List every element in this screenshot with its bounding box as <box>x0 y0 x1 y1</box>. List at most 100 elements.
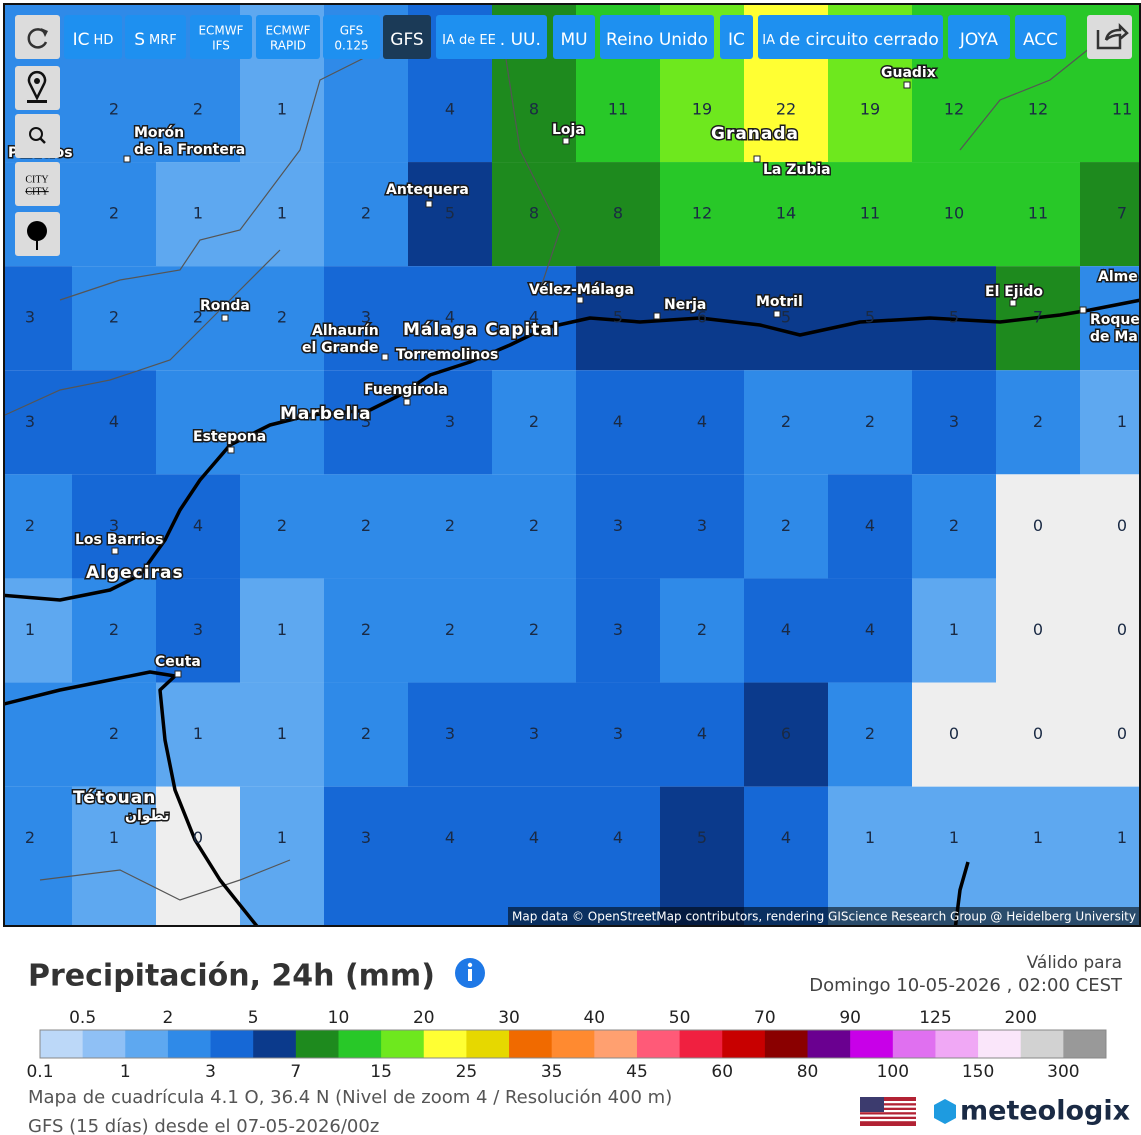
button-bg <box>948 15 1010 59</box>
grid-value: 2 <box>109 620 119 639</box>
sidebar: CITY CITY <box>15 66 60 256</box>
grid-cell <box>744 266 828 371</box>
logo[interactable]: meteologix <box>960 1096 1130 1127</box>
city-label: Tétouan <box>73 788 156 808</box>
model-button[interactable]: IA de circuito cerrado <box>758 15 943 59</box>
grid-cell <box>156 370 240 475</box>
refresh-button[interactable] <box>15 15 60 59</box>
legend-label: 125 <box>919 1008 951 1028</box>
model-button[interactable]: S MRF <box>125 15 186 59</box>
model-button[interactable]: ACC <box>1015 15 1066 59</box>
grid-cell <box>912 578 996 683</box>
grid-cell <box>492 682 576 787</box>
model-button[interactable]: IC <box>720 15 753 59</box>
grid-cell <box>324 266 408 371</box>
grid-value: 0 <box>1033 620 1043 639</box>
model-button[interactable]: GFS <box>383 15 431 59</box>
city-label: Fuengirola <box>364 382 448 398</box>
grid-value: 14 <box>776 204 796 223</box>
button-label: IA de circuito cerrado <box>762 30 938 50</box>
city-label: Guadix <box>881 65 936 81</box>
model-button[interactable]: IC HD <box>64 15 122 59</box>
grid-cell <box>408 370 492 475</box>
grid-cell <box>72 162 156 267</box>
legend-swatch <box>210 1030 254 1058</box>
grid-value: 7 <box>1117 204 1127 223</box>
legend-label: 30 <box>498 1008 520 1028</box>
grid-cell <box>912 786 996 926</box>
grid-value: 6 <box>697 308 707 327</box>
legend-swatch <box>722 1030 766 1058</box>
grid-value: 2 <box>361 620 371 639</box>
grid-cell <box>1080 162 1140 267</box>
info-icon[interactable] <box>455 958 485 988</box>
grid-value: 1 <box>25 620 35 639</box>
grid-cell <box>996 474 1080 579</box>
grid-cell <box>996 786 1080 926</box>
grid-value: 0 <box>1117 724 1127 743</box>
title: Precipitación, 24h (mm) <box>28 959 435 994</box>
grid-cell <box>4 578 72 683</box>
grid-value: 2 <box>445 516 455 535</box>
legend: 0.10.51235710152025303540455060708090100… <box>26 1008 1107 1082</box>
grid-value: 5 <box>781 308 791 327</box>
city-toggle[interactable]: CITY CITY <box>15 162 60 206</box>
legend-swatch <box>125 1030 169 1058</box>
grid-value: 4 <box>613 412 623 431</box>
button-label-main: IC <box>728 30 745 50</box>
legend-swatch <box>1063 1030 1107 1058</box>
grid-value: 3 <box>109 516 119 535</box>
grid-value: 5 <box>613 308 623 327</box>
map[interactable]: 2 2 1 4 8 11 19 22 19 12 12 112 1 1 2 5 8 8 12 14 11 10 11 73 2 2… <box>0 0 1141 930</box>
legend-label: 90 <box>839 1008 861 1028</box>
flag[interactable] <box>860 1097 916 1126</box>
grid-cell <box>4 682 72 787</box>
model-button[interactable]: MU <box>553 15 595 59</box>
city-label: La Zubia <box>763 162 831 178</box>
city-label: Antequera <box>386 182 469 198</box>
share-button[interactable] <box>1087 15 1132 59</box>
grid-cell <box>4 370 72 475</box>
grid-value: 0 <box>949 724 959 743</box>
city-label: Los Barrios <box>75 532 163 548</box>
grid-value: 1 <box>1117 412 1127 431</box>
grid-value: 8 <box>613 204 623 223</box>
grid-value: 19 <box>692 100 712 119</box>
grid-value: 4 <box>697 724 707 743</box>
grid-value: 4 <box>697 412 707 431</box>
city-label: Alhaurín <box>312 323 379 339</box>
zoom-button[interactable] <box>15 114 60 158</box>
model-button[interactable]: IA de EE . UU. <box>436 15 547 59</box>
location-button[interactable] <box>15 66 60 110</box>
grid-cell <box>324 162 408 267</box>
button-label-main: de circuito cerrado <box>779 30 939 50</box>
legend-label: 15 <box>370 1062 392 1082</box>
marker-button[interactable] <box>15 212 60 256</box>
legend-label: 0.5 <box>69 1008 96 1028</box>
grid-cell <box>660 474 744 579</box>
grid-value: 5 <box>697 828 707 847</box>
grid-value: 0 <box>1033 724 1043 743</box>
legend-swatch <box>82 1030 126 1058</box>
button-label-small: IA <box>762 33 775 48</box>
model-button[interactable]: JOYA <box>948 15 1010 59</box>
grid-value: 1 <box>949 828 959 847</box>
model-button[interactable]: Reino Unido <box>600 15 714 59</box>
grid-cell <box>1080 266 1140 371</box>
grid-cell <box>4 786 72 926</box>
grid-cell <box>576 474 660 579</box>
legend-swatch <box>466 1030 510 1058</box>
grid-cell <box>324 474 408 579</box>
info-line: Mapa de cuadrícula 4.1 O, 36.4 N (Nivel … <box>28 1087 672 1108</box>
legend-label: 10 <box>328 1008 350 1028</box>
legend-label: 40 <box>583 1008 605 1028</box>
city-label: Granada <box>711 124 799 144</box>
grid-value: 5 <box>949 308 959 327</box>
grid-cell <box>492 786 576 926</box>
grid-cell <box>744 474 828 579</box>
grid-value: 0 <box>1033 516 1043 535</box>
attribution[interactable]: Map data © OpenStreetMap contributors, r… <box>512 910 1136 924</box>
